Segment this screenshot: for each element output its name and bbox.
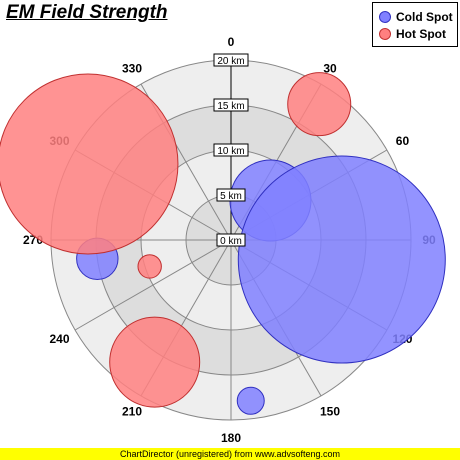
- radial-tick-label-15: 15 km: [217, 101, 244, 112]
- chart-title: EM Field Strength: [6, 2, 168, 23]
- radial-tick-label-5: 5 km: [220, 191, 242, 202]
- radial-tick-box-20: [213, 53, 249, 67]
- legend-swatch-cold-spot: [379, 11, 391, 23]
- radial-tick-label-20: 20 km: [217, 56, 244, 67]
- spoke-240: [74, 239, 232, 331]
- radial-tick-label-0: 0 km: [220, 236, 242, 247]
- legend-label-hot-spot: Hot Spot: [396, 27, 446, 41]
- legend-item-cold-spot: Cold Spot: [379, 9, 453, 25]
- angle-label-330: 330: [122, 62, 142, 76]
- hot-spot-bubble-1: [0, 73, 179, 255]
- radial-tick-box-10: [213, 143, 249, 157]
- legend-swatch-hot-spot: [379, 28, 391, 40]
- radial-tick-box-5: [216, 188, 246, 202]
- legend: Cold Spot Hot Spot: [372, 2, 458, 47]
- legend-label-cold-spot: Cold Spot: [396, 10, 453, 24]
- angle-label-180: 180: [221, 431, 241, 445]
- angle-label-150: 150: [320, 404, 340, 418]
- radial-tick-box-0: [216, 233, 246, 247]
- hot-spot-bubble-3: [109, 316, 201, 408]
- angle-label-240: 240: [50, 332, 70, 346]
- cold-spot-bubble-1: [237, 155, 446, 364]
- angle-label-60: 60: [396, 134, 410, 148]
- hot-spot-bubble-2: [137, 254, 162, 279]
- legend-item-hot-spot: Hot Spot: [379, 26, 446, 42]
- hot-spot-bubble-0: [287, 72, 352, 137]
- angle-label-30: 30: [323, 62, 337, 76]
- angle-label-0: 0: [228, 35, 235, 49]
- angle-label-210: 210: [122, 404, 142, 418]
- radial-tick-box-15: [213, 98, 249, 112]
- footer-credit: ChartDirector (unregistered) from www.ad…: [0, 448, 460, 460]
- radial-tick-label-10: 10 km: [217, 146, 244, 157]
- cold-spot-bubble-3: [236, 386, 265, 415]
